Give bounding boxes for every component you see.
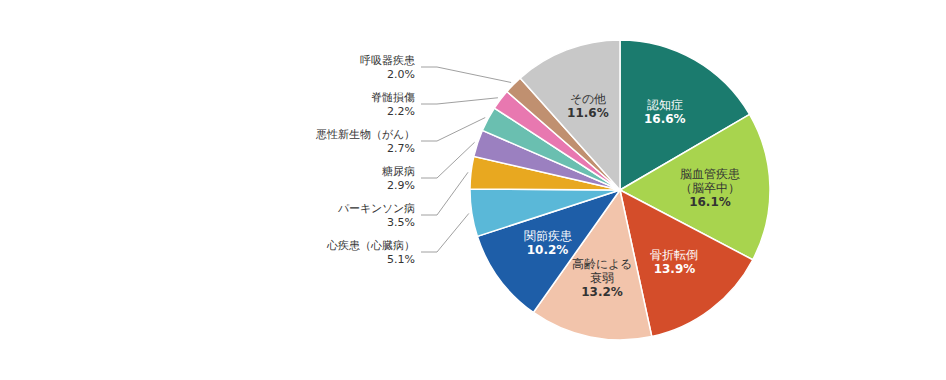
value-label: 10.2%: [527, 243, 569, 257]
slice-label: 認知症: [647, 98, 683, 112]
value-label: 16.1%: [689, 195, 731, 209]
labels: 認知症16.6%脳血管疾患（脳卒中）16.1%骨折転倒13.9%高齢による衰弱1…: [315, 54, 740, 300]
slice-label: 糖尿病: [382, 165, 415, 178]
leader-line: [421, 98, 498, 104]
chart: 認知症16.6%脳血管疾患（脳卒中）16.1%骨折転倒13.9%高齢による衰弱1…: [0, 0, 946, 380]
value-label: 13.9%: [654, 262, 696, 276]
slice-label: 悪性新生物（がん）: [315, 128, 415, 141]
value-label: 2.7%: [387, 142, 415, 155]
leader-line: [421, 67, 511, 82]
label-line: 呼吸器疾患: [360, 54, 415, 67]
slice-label: 脳血管疾患（脳卒中）: [680, 167, 740, 195]
slice-label: 脊髄損傷: [371, 91, 415, 104]
slice-label: その他: [570, 92, 606, 106]
leader-line: [421, 213, 469, 252]
value-label: 13.2%: [581, 285, 623, 299]
label-line: 心疾患（心臓病）: [326, 239, 415, 252]
value-label: 2.9%: [387, 179, 415, 192]
leader-line: [421, 142, 475, 178]
slice: [520, 40, 620, 190]
slice-label: 骨折転倒: [650, 248, 698, 262]
label-line: 衰弱: [590, 271, 614, 285]
slices: [470, 40, 770, 340]
label-line: 認知症: [647, 98, 683, 112]
label-line: 脳血管疾患: [680, 167, 740, 181]
label-line: その他: [570, 92, 606, 106]
slice: [620, 40, 750, 190]
slice-label: 高齢による衰弱: [572, 257, 632, 285]
slice-label: 呼吸器疾患: [360, 54, 415, 67]
value-label: 2.2%: [387, 105, 415, 118]
label-line: 悪性新生物（がん）: [315, 128, 415, 141]
value-label: 5.1%: [387, 253, 415, 266]
slice-label: 関節疾患: [524, 229, 572, 243]
label-line: パーキンソン病: [337, 202, 415, 215]
label-line: 骨折転倒: [650, 248, 698, 262]
label-line: 関節疾患: [524, 229, 572, 243]
value-label: 16.6%: [644, 112, 686, 126]
value-label: 2.0%: [387, 68, 415, 81]
label-line: 脊髄損傷: [371, 91, 415, 104]
label-line: 糖尿病: [382, 165, 415, 178]
slice-label: 心疾患（心臓病）: [326, 239, 415, 252]
value-label: 3.5%: [387, 216, 415, 229]
slice-label: パーキンソン病: [337, 202, 415, 215]
leader-line: [421, 172, 468, 215]
value-label: 11.6%: [567, 106, 609, 120]
label-line: （脳卒中）: [680, 181, 740, 195]
label-line: 高齢による: [572, 257, 632, 271]
leader-line: [421, 118, 485, 141]
